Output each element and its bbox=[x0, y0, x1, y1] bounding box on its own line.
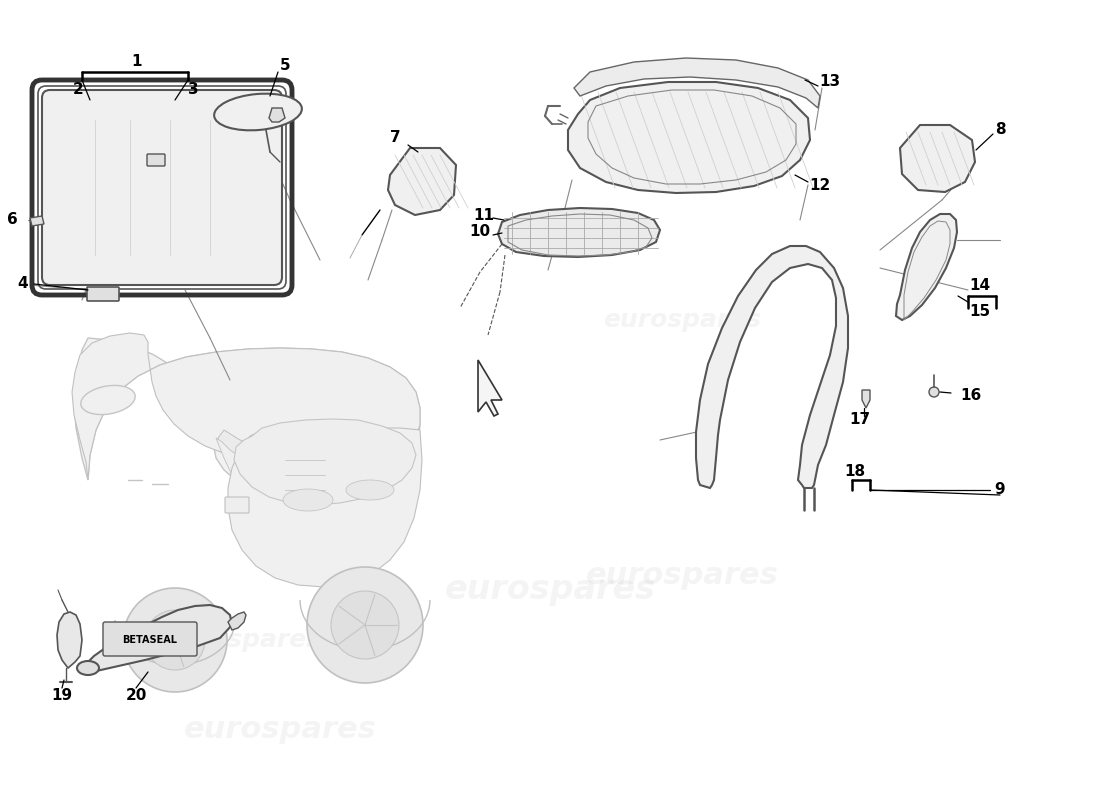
Polygon shape bbox=[478, 360, 502, 416]
Polygon shape bbox=[216, 432, 418, 516]
Polygon shape bbox=[498, 208, 660, 257]
Text: eurospares: eurospares bbox=[585, 562, 779, 590]
Polygon shape bbox=[862, 390, 870, 408]
Ellipse shape bbox=[80, 386, 135, 414]
Circle shape bbox=[123, 588, 227, 692]
Text: eurospares: eurospares bbox=[603, 308, 761, 332]
Polygon shape bbox=[234, 419, 416, 505]
Polygon shape bbox=[568, 82, 810, 193]
Circle shape bbox=[930, 387, 939, 397]
Polygon shape bbox=[30, 216, 44, 226]
Polygon shape bbox=[270, 108, 285, 122]
Ellipse shape bbox=[77, 661, 99, 675]
Circle shape bbox=[331, 591, 399, 659]
Polygon shape bbox=[388, 148, 456, 215]
Text: 2: 2 bbox=[73, 82, 84, 98]
Polygon shape bbox=[900, 125, 975, 192]
Text: 12: 12 bbox=[810, 178, 830, 193]
FancyBboxPatch shape bbox=[42, 90, 282, 285]
Polygon shape bbox=[228, 422, 422, 587]
Text: 10: 10 bbox=[469, 225, 490, 239]
Polygon shape bbox=[57, 612, 82, 668]
Ellipse shape bbox=[214, 94, 301, 130]
Text: 13: 13 bbox=[820, 74, 840, 90]
Polygon shape bbox=[72, 333, 420, 480]
Ellipse shape bbox=[283, 489, 333, 511]
Text: 18: 18 bbox=[845, 465, 866, 479]
FancyBboxPatch shape bbox=[87, 287, 119, 301]
Text: eurospares: eurospares bbox=[163, 628, 321, 652]
Circle shape bbox=[307, 567, 424, 683]
Text: eurospares: eurospares bbox=[184, 715, 376, 745]
Text: BETASEAL: BETASEAL bbox=[122, 635, 177, 645]
FancyBboxPatch shape bbox=[147, 154, 165, 166]
Text: 19: 19 bbox=[52, 687, 73, 702]
Text: eurospares: eurospares bbox=[444, 574, 656, 606]
Polygon shape bbox=[696, 246, 848, 488]
FancyBboxPatch shape bbox=[226, 497, 249, 513]
Polygon shape bbox=[84, 605, 232, 672]
Text: 14: 14 bbox=[969, 278, 991, 294]
Polygon shape bbox=[218, 430, 418, 498]
Text: 1: 1 bbox=[132, 54, 142, 70]
Text: 20: 20 bbox=[125, 687, 146, 702]
Text: 3: 3 bbox=[188, 82, 198, 98]
Text: 11: 11 bbox=[473, 207, 494, 222]
Text: eurospares: eurospares bbox=[178, 410, 372, 438]
Text: 17: 17 bbox=[849, 413, 870, 427]
FancyBboxPatch shape bbox=[103, 622, 197, 656]
Polygon shape bbox=[228, 612, 246, 630]
Circle shape bbox=[145, 610, 205, 670]
Text: 16: 16 bbox=[960, 387, 981, 402]
Text: 7: 7 bbox=[389, 130, 400, 146]
Text: 5: 5 bbox=[279, 58, 290, 73]
Text: 9: 9 bbox=[994, 482, 1005, 498]
Polygon shape bbox=[74, 338, 420, 498]
Ellipse shape bbox=[346, 480, 394, 500]
Text: 15: 15 bbox=[969, 305, 991, 319]
Text: 8: 8 bbox=[994, 122, 1005, 138]
Polygon shape bbox=[896, 214, 957, 320]
Text: 4: 4 bbox=[18, 277, 28, 291]
Polygon shape bbox=[574, 58, 820, 108]
Text: 6: 6 bbox=[8, 213, 18, 227]
